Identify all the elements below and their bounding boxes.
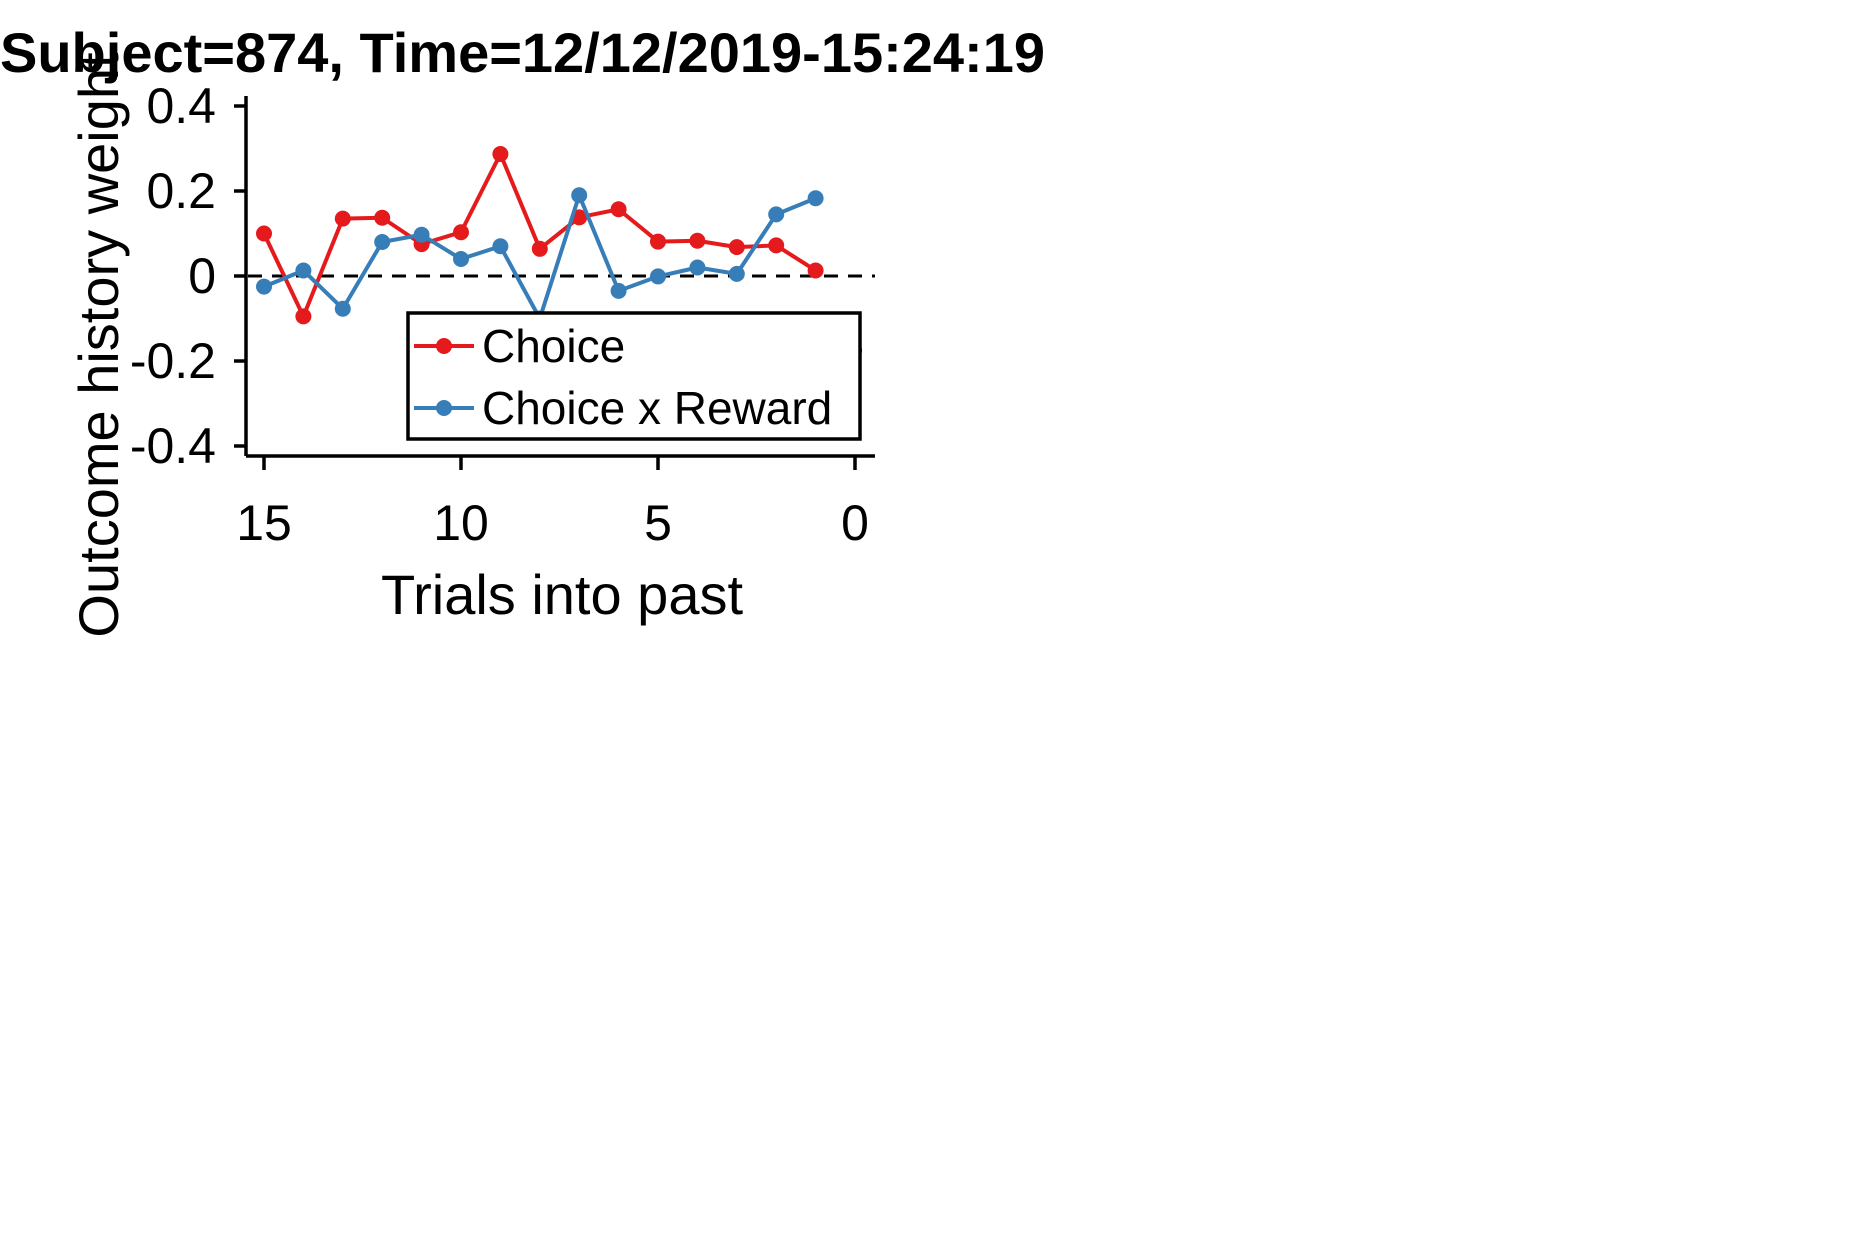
data-point-choice [531, 240, 548, 257]
data-point-choice-x-reward [610, 282, 627, 299]
data-point-choice [728, 239, 745, 256]
data-point-choice-x-reward [256, 278, 272, 295]
y-tick-label: 0.2 [146, 163, 216, 219]
data-point-choice [610, 201, 627, 218]
legend-label-choice-x-reward: Choice x Reward [482, 382, 832, 434]
y-tick-label: 0 [188, 248, 216, 304]
legend-marker-choice-x-reward [436, 400, 452, 416]
x-tick-label: 0 [841, 495, 869, 551]
data-point-choice [650, 233, 666, 250]
data-point-choice-x-reward [650, 268, 666, 285]
x-axis-label: Trials into past [381, 563, 744, 626]
data-point-choice [453, 224, 469, 241]
data-point-choice [492, 146, 509, 163]
series-line-choice [262, 152, 817, 319]
series-choice [256, 146, 824, 325]
data-point-choice [256, 225, 272, 242]
y-tick-label: -0.4 [130, 418, 216, 474]
y-tick-label: 0.4 [146, 78, 216, 134]
series-choice-x-reward [256, 187, 824, 327]
legend-label-choice: Choice [482, 320, 625, 372]
data-point-choice [295, 308, 312, 325]
y-axis-label: Outcome history weight [67, 52, 130, 638]
y-tick-label: -0.2 [130, 333, 216, 389]
data-point-choice-x-reward [295, 262, 312, 279]
data-point-choice-x-reward [728, 265, 745, 282]
data-point-choice [689, 232, 706, 249]
data-point-choice-x-reward [374, 234, 391, 250]
x-tick-label: 15 [236, 495, 292, 551]
data-point-choice [374, 209, 391, 226]
data-point-choice-x-reward [571, 187, 588, 204]
chart-title: Subject=874, Time=12/12/2019-15:24:19 [0, 21, 1045, 84]
data-point-choice [768, 237, 785, 254]
data-point-choice-x-reward [768, 206, 785, 223]
data-point-choice-x-reward [492, 238, 509, 255]
x-tick-label: 5 [644, 495, 672, 551]
data-point-choice [334, 210, 351, 227]
legend: Choice Choice x Reward [406, 311, 862, 441]
data-point-choice [807, 262, 824, 279]
legend-marker-choice [436, 338, 452, 354]
legend-box [406, 311, 862, 441]
x-tick-label: 10 [433, 495, 489, 551]
data-point-choice-x-reward [689, 259, 706, 276]
data-point-choice-x-reward [413, 226, 430, 243]
data-point-choice-x-reward [807, 190, 824, 207]
data-point-choice-x-reward [453, 251, 469, 267]
data-point-choice-x-reward [334, 300, 351, 317]
